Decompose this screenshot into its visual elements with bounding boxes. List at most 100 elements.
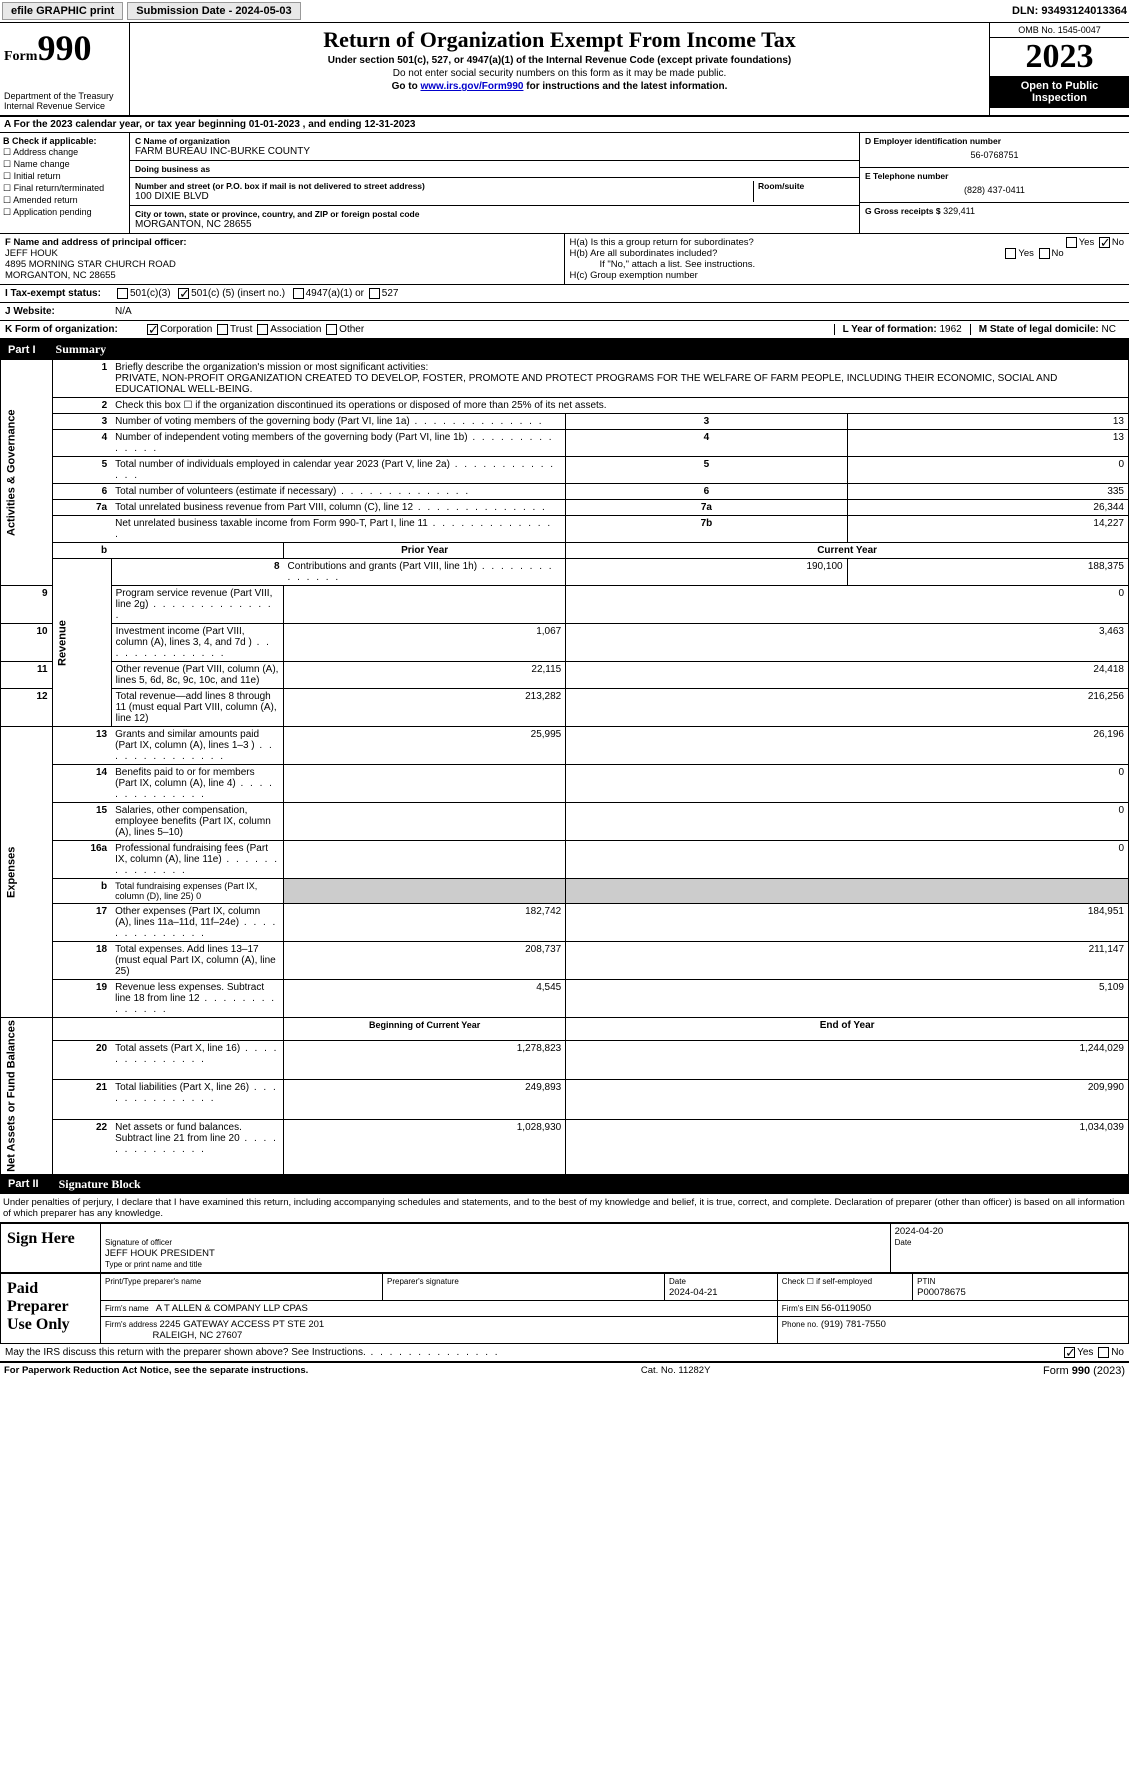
sign-here-label: Sign Here <box>1 1223 101 1272</box>
form-ref: Form 990 (2023) <box>1043 1365 1125 1377</box>
section-b: B Check if applicable: Address change Na… <box>0 133 130 233</box>
discuss-yes[interactable] <box>1064 1347 1075 1358</box>
part-ii-header: Part II Signature Block <box>0 1175 1129 1194</box>
vlabel-revenue: Revenue <box>52 559 111 727</box>
officer-addr1: 4895 MORNING STAR CHURCH ROAD <box>5 259 559 270</box>
submission-date: Submission Date - 2024-05-03 <box>127 2 300 20</box>
section-b-label: B Check if applicable: <box>3 136 126 146</box>
vlabel-expenses: Expenses <box>1 727 53 1018</box>
chk-501c[interactable] <box>178 288 189 299</box>
chk-527[interactable] <box>369 288 380 299</box>
chk-4947[interactable] <box>293 288 304 299</box>
state-domicile: NC <box>1102 324 1116 335</box>
section-a: A For the 2023 calendar year, or tax yea… <box>0 117 1129 133</box>
form-header: Form990 Department of the Treasury Inter… <box>0 23 1129 117</box>
chk-address-change[interactable]: Address change <box>3 147 126 158</box>
line7a-val: 26,344 <box>847 500 1128 516</box>
ha-label: H(a) Is this a group return for subordin… <box>570 237 754 248</box>
goto-post: for instructions and the latest informat… <box>523 81 727 92</box>
chk-name-change[interactable]: Name change <box>3 159 126 170</box>
q2-text: Check this box ☐ if the organization dis… <box>111 398 1128 414</box>
chk-501c3[interactable] <box>117 288 128 299</box>
firm-phone: (919) 781-7550 <box>821 1319 886 1330</box>
public-inspection: Open to Public Inspection <box>990 76 1129 108</box>
dba-label: Doing business as <box>135 164 854 174</box>
chk-assoc[interactable] <box>257 324 268 335</box>
summary-table: Activities & Governance 1 Briefly descri… <box>0 359 1129 1175</box>
chk-corp[interactable] <box>147 324 158 335</box>
hb-label: H(b) Are all subordinates included? <box>570 248 718 259</box>
prep-date: 2024-04-21 <box>669 1287 718 1298</box>
chk-trust[interactable] <box>217 324 228 335</box>
gross-receipts-label: G Gross receipts $ <box>865 206 941 216</box>
ein-label: D Employer identification number <box>865 136 1124 146</box>
chk-other[interactable] <box>326 324 337 335</box>
org-name: FARM BUREAU INC-BURKE COUNTY <box>135 146 854 157</box>
part-i-header: Part I Summary <box>0 340 1129 359</box>
gross-receipts-value: 329,411 <box>943 206 975 216</box>
mission-text: PRIVATE, NON-PROFIT ORGANIZATION CREATED… <box>115 373 1057 395</box>
efile-button[interactable]: efile GRAPHIC print <box>2 2 123 20</box>
page-footer: For Paperwork Reduction Act Notice, see … <box>0 1361 1129 1379</box>
officer-sig: JEFF HOUK PRESIDENT <box>105 1248 215 1259</box>
org-name-label: C Name of organization <box>135 136 854 146</box>
website-value: N/A <box>115 306 132 317</box>
firm-ein: 56-0119050 <box>821 1303 871 1314</box>
city-value: MORGANTON, NC 28655 <box>135 219 854 230</box>
hc-label: H(c) Group exemption number <box>570 270 1125 281</box>
chk-amended[interactable]: Amended return <box>3 195 126 206</box>
officer-addr2: MORGANTON, NC 28655 <box>5 270 559 281</box>
ha-no[interactable] <box>1099 237 1110 248</box>
topbar: efile GRAPHIC print Submission Date - 20… <box>0 0 1129 23</box>
room-label: Room/suite <box>758 181 854 191</box>
street-label: Number and street (or P.O. box if mail i… <box>135 181 749 191</box>
tax-year: 2023 <box>990 38 1129 76</box>
subtitle-2: Do not enter social security numbers on … <box>136 68 983 79</box>
chk-initial-return[interactable]: Initial return <box>3 171 126 182</box>
dln: DLN: 93493124013364 <box>1012 5 1127 17</box>
section-k-label: K Form of organization: <box>5 324 145 335</box>
vlabel-netassets: Net Assets or Fund Balances <box>1 1018 53 1175</box>
ptin-value: P00078675 <box>917 1287 966 1298</box>
form-number: 990 <box>37 28 91 68</box>
form-title: Return of Organization Exempt From Incom… <box>136 27 983 53</box>
hb-yes[interactable] <box>1005 248 1016 259</box>
sig-date: 2024-04-20 <box>895 1226 944 1237</box>
chk-self-employed[interactable]: Check ☐ if self-employed <box>782 1277 872 1286</box>
paid-preparer-label: Paid Preparer Use Only <box>1 1273 101 1343</box>
perjury-declaration: Under penalties of perjury, I declare th… <box>0 1194 1129 1223</box>
irs-link[interactable]: www.irs.gov/Form990 <box>420 81 523 92</box>
paperwork-notice: For Paperwork Reduction Act Notice, see … <box>4 1365 308 1377</box>
form-word: Form <box>4 49 37 64</box>
street-value: 100 DIXIE BLVD <box>135 191 749 202</box>
section-f-label: F Name and address of principal officer: <box>5 237 559 248</box>
firm-addr1: 2245 GATEWAY ACCESS PT STE 201 <box>159 1319 324 1330</box>
omb-number: OMB No. 1545-0047 <box>990 23 1129 38</box>
dept-treasury: Department of the Treasury Internal Reve… <box>4 91 125 111</box>
year-formation: 1962 <box>939 324 961 335</box>
discuss-question: May the IRS discuss this return with the… <box>5 1347 500 1358</box>
chk-final-return[interactable]: Final return/terminated <box>3 183 126 194</box>
officer-name: JEFF HOUK <box>5 248 559 259</box>
line7b-val: 14,227 <box>847 516 1128 543</box>
city-label: City or town, state or province, country… <box>135 209 854 219</box>
ha-yes[interactable] <box>1066 237 1077 248</box>
line4-val: 13 <box>847 430 1128 457</box>
hb-note: If "No," attach a list. See instructions… <box>570 259 1125 270</box>
phone-label: E Telephone number <box>865 171 1124 181</box>
goto-pre: Go to <box>392 81 421 92</box>
vlabel-governance: Activities & Governance <box>1 360 53 586</box>
phone-value: (828) 437-0411 <box>865 181 1124 199</box>
ein-value: 56-0768751 <box>865 146 1124 164</box>
discuss-no[interactable] <box>1098 1347 1109 1358</box>
section-i-label: I Tax-exempt status: <box>5 288 115 299</box>
line6-val: 335 <box>847 484 1128 500</box>
firm-name: A T ALLEN & COMPANY LLP CPAS <box>156 1303 308 1314</box>
section-j-label: J Website: <box>5 306 115 317</box>
q1-label: Briefly describe the organization's miss… <box>115 362 428 373</box>
cat-number: Cat. No. 11282Y <box>641 1365 711 1377</box>
hb-no[interactable] <box>1039 248 1050 259</box>
subtitle-1: Under section 501(c), 527, or 4947(a)(1)… <box>136 55 983 66</box>
chk-app-pending[interactable]: Application pending <box>3 207 126 218</box>
line3-val: 13 <box>847 414 1128 430</box>
